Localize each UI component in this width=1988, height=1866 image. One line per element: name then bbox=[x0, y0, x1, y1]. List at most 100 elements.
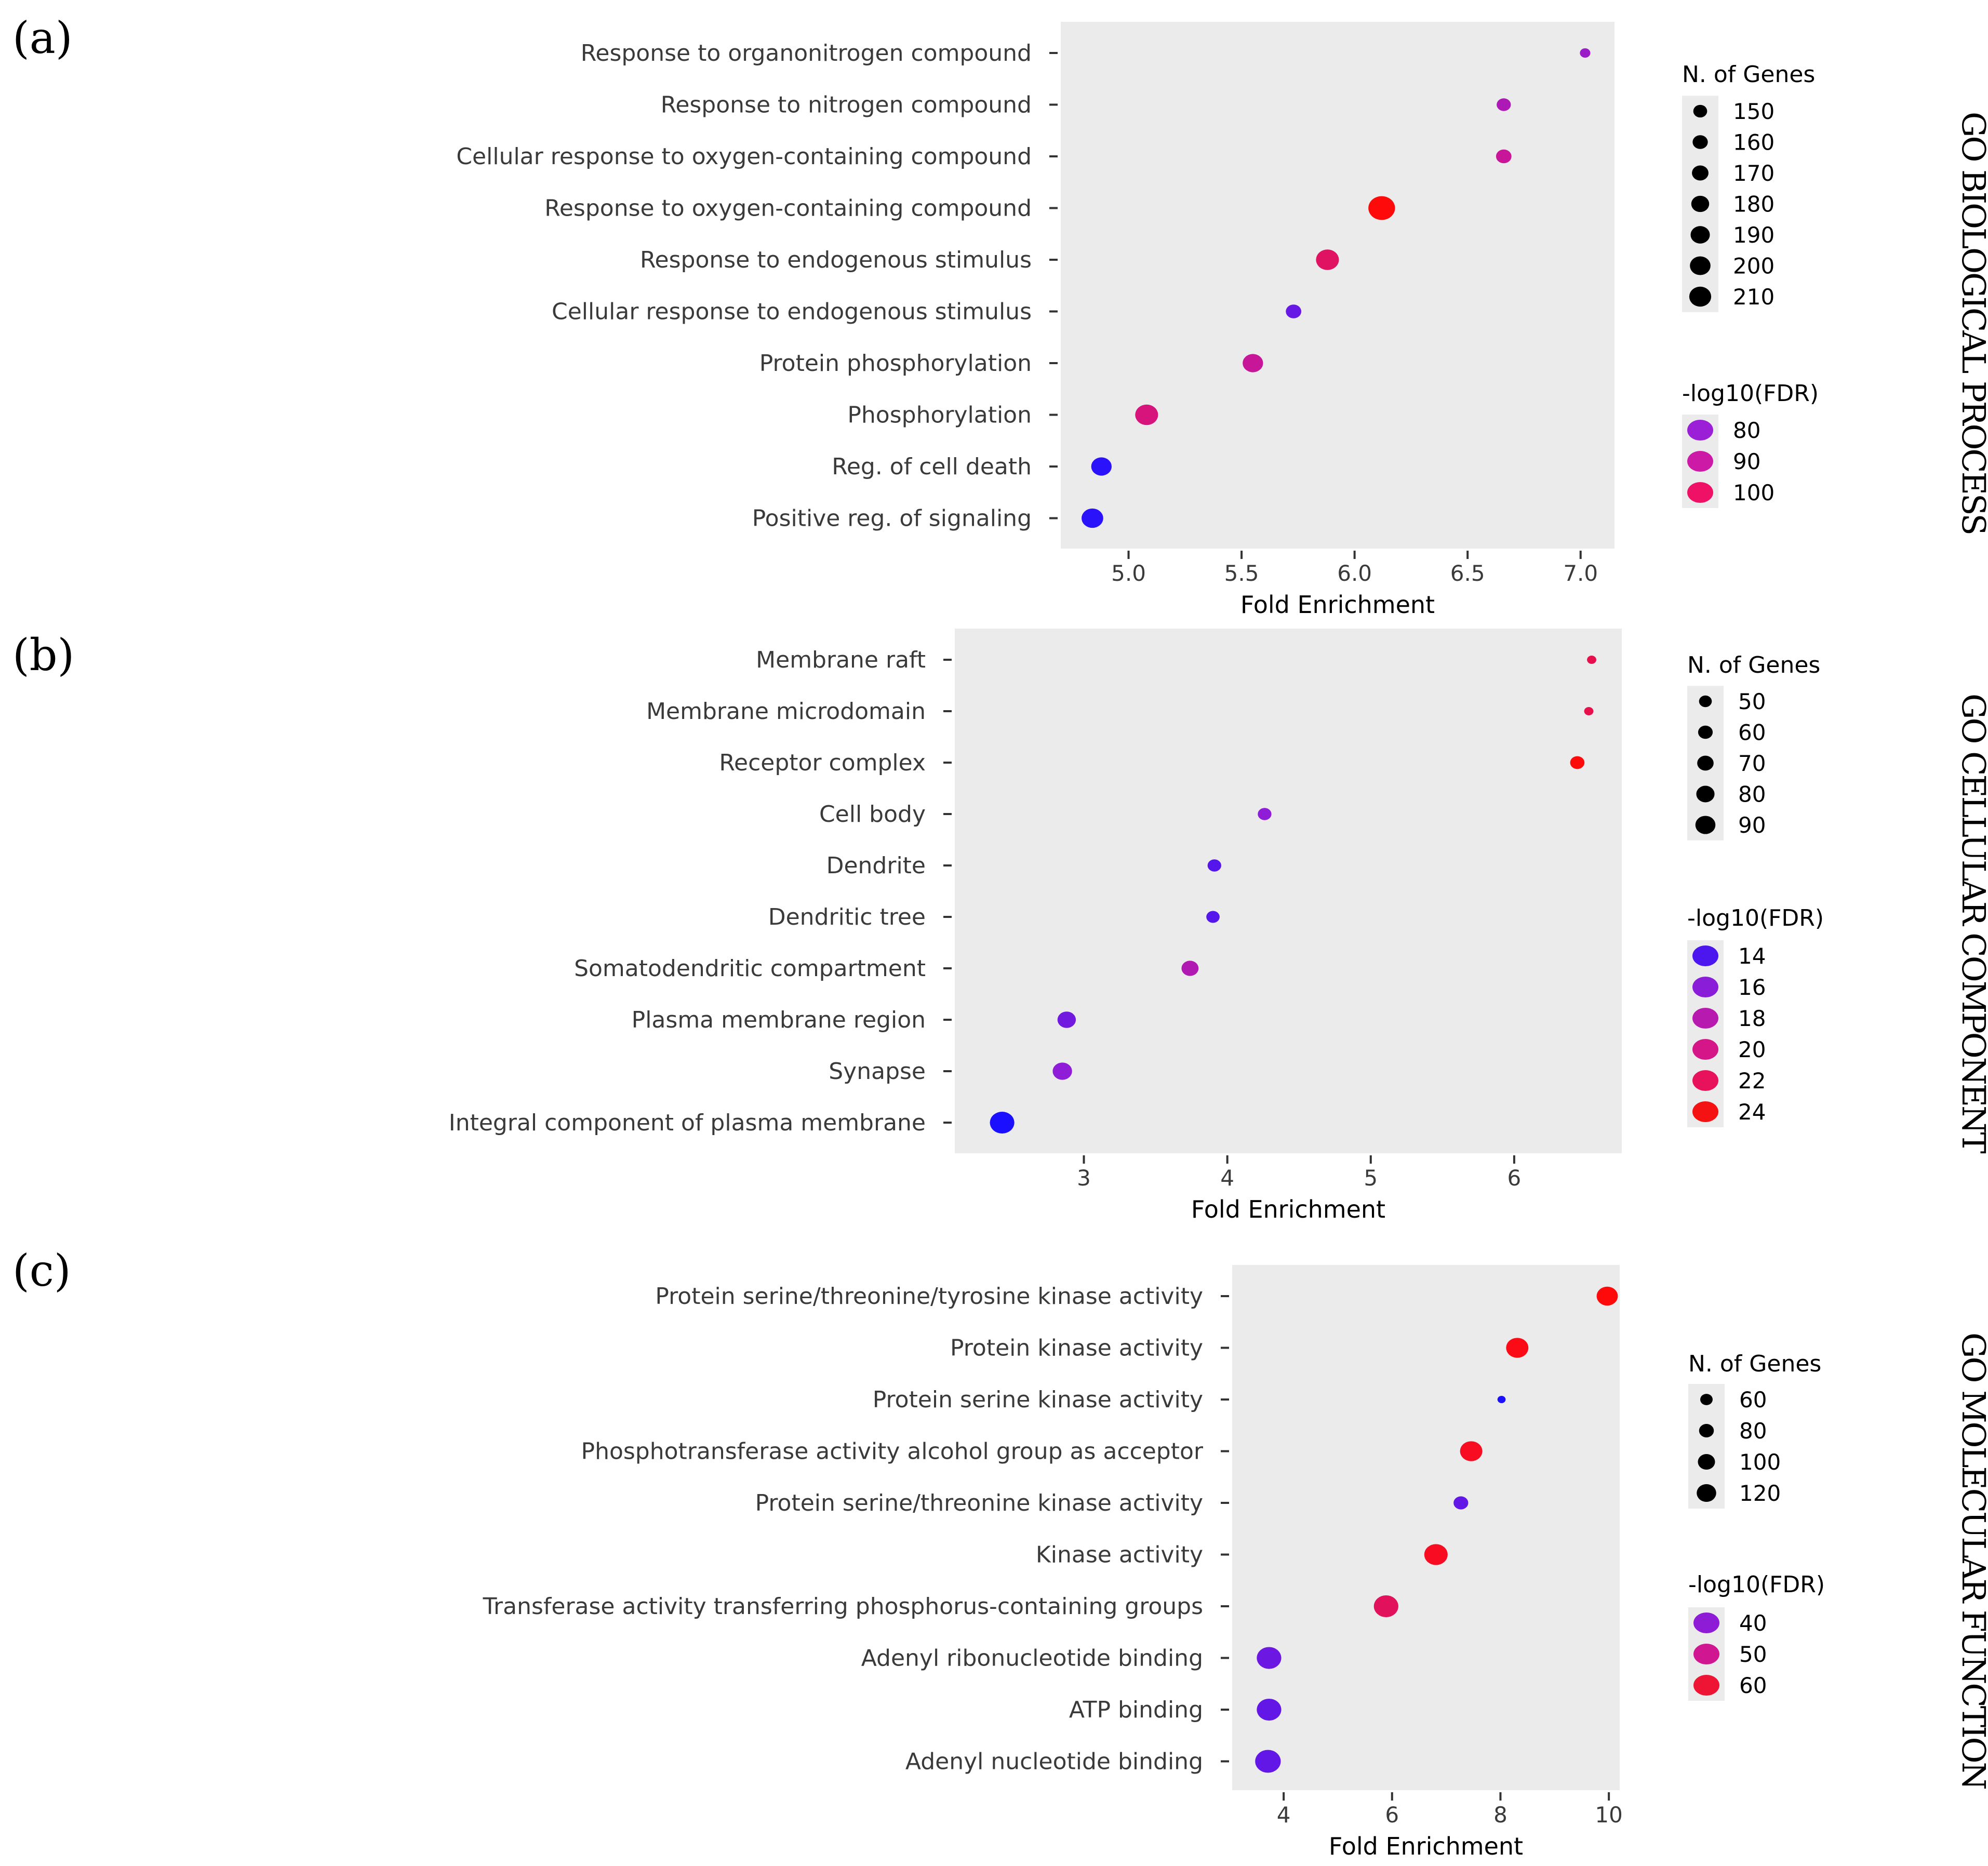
color-legend-label: 100 bbox=[1733, 480, 1774, 505]
size-legend-dot bbox=[1696, 785, 1715, 803]
category-label: Integral component of plasma membrane bbox=[449, 1110, 926, 1136]
category-label: Positive reg. of signaling bbox=[752, 505, 1032, 532]
data-point bbox=[1453, 1496, 1469, 1510]
category-label: Phosphotransferase activity alcohol grou… bbox=[581, 1438, 1204, 1465]
size-legend-dot bbox=[1698, 725, 1713, 739]
color-legend-label: 22 bbox=[1738, 1068, 1766, 1094]
color-legend-dot bbox=[1693, 1612, 1719, 1633]
category-label: Membrane raft bbox=[756, 647, 926, 673]
color-legend-label: 20 bbox=[1738, 1037, 1766, 1062]
data-point bbox=[1082, 508, 1103, 528]
color-legend-keys-bg bbox=[1687, 940, 1724, 1127]
category-label: Synapse bbox=[829, 1058, 926, 1085]
data-point bbox=[1596, 1286, 1618, 1306]
side-title: GO MOLECULAR FUNCTION bbox=[1955, 1332, 1988, 1789]
category-label: ATP binding bbox=[1069, 1697, 1203, 1723]
chart-panel-a: (a) Response to organonitrogen compound Re… bbox=[12, 12, 1988, 619]
category-label: Response to organonitrogen compound bbox=[581, 40, 1032, 66]
data-point bbox=[1506, 1338, 1529, 1358]
category-label: Reg. of cell death bbox=[832, 454, 1032, 480]
chart-panel-c: (c) Protein serine/threonine/tyrosine kin… bbox=[12, 1245, 1988, 1860]
color-legend-dot bbox=[1692, 1070, 1718, 1091]
color-legend-label: 80 bbox=[1733, 418, 1760, 443]
color-legend-title: -log10(FDR) bbox=[1688, 1571, 1825, 1598]
size-legend-label: 100 bbox=[1739, 1449, 1781, 1475]
category-label: Response to oxygen-containing compound bbox=[544, 195, 1032, 222]
category-label: Cellular response to endogenous stimulus bbox=[552, 299, 1032, 325]
color-legend-dot bbox=[1687, 451, 1713, 472]
data-point bbox=[1181, 961, 1199, 976]
size-legend-label: 190 bbox=[1733, 222, 1774, 248]
data-point bbox=[1091, 457, 1112, 476]
color-legend-title: -log10(FDR) bbox=[1682, 380, 1819, 407]
data-point bbox=[1207, 859, 1221, 872]
size-legend-title: N. of Genes bbox=[1687, 652, 1820, 678]
x-tick-label: 8 bbox=[1493, 1802, 1507, 1828]
color-legend-dot bbox=[1692, 1008, 1718, 1029]
category-label: Dendrite bbox=[826, 852, 926, 879]
panel-label: (a) bbox=[12, 12, 73, 63]
data-point bbox=[1052, 1062, 1072, 1080]
data-point bbox=[1257, 1698, 1282, 1721]
size-legend-label: 90 bbox=[1738, 812, 1766, 838]
category-label: Transferase activity transferring phosph… bbox=[483, 1593, 1203, 1620]
category-label: Protein phosphorylation bbox=[759, 350, 1032, 377]
color-legend-label: 16 bbox=[1738, 975, 1766, 1000]
chart-panel-b: (b) Membrane raft Membrane microdomain Rece… bbox=[12, 629, 1988, 1223]
data-point bbox=[1570, 756, 1585, 769]
x-tick-label: 6 bbox=[1385, 1802, 1399, 1828]
size-legend-label: 180 bbox=[1733, 192, 1774, 217]
color-legend-label: 60 bbox=[1739, 1673, 1767, 1698]
size-legend-label: 210 bbox=[1733, 284, 1774, 310]
x-axis-title: Fold Enrichment bbox=[1240, 591, 1435, 619]
color-legend-dot bbox=[1692, 1039, 1718, 1060]
size-legend-dot bbox=[1692, 135, 1708, 149]
panel-label: (c) bbox=[12, 1245, 71, 1296]
size-legend-dot bbox=[1693, 104, 1707, 118]
size-legend-label: 60 bbox=[1739, 1387, 1767, 1412]
x-axis-title: Fold Enrichment bbox=[1191, 1195, 1385, 1223]
color-legend-label: 24 bbox=[1738, 1099, 1766, 1125]
color-legend-dot bbox=[1692, 1101, 1718, 1122]
size-legend-label: 200 bbox=[1733, 254, 1774, 279]
x-tick-label: 5.0 bbox=[1111, 561, 1146, 586]
size-legend-dot bbox=[1689, 286, 1712, 307]
category-label: Dendritic tree bbox=[768, 904, 926, 930]
data-point bbox=[1584, 707, 1594, 715]
category-label: Plasma membrane region bbox=[632, 1007, 926, 1033]
data-point bbox=[1580, 48, 1591, 58]
x-tick-label: 6.0 bbox=[1337, 561, 1372, 586]
size-legend-label: 60 bbox=[1738, 720, 1766, 745]
x-tick-label: 5 bbox=[1364, 1165, 1378, 1191]
size-legend-dot bbox=[1697, 1484, 1716, 1502]
category-label: Protein serine/threonine/tyrosine kinase… bbox=[655, 1283, 1203, 1310]
data-point bbox=[1258, 808, 1272, 820]
size-legend-dot bbox=[1699, 695, 1712, 708]
size-legend-dot bbox=[1692, 165, 1709, 181]
color-legend-label: 14 bbox=[1738, 943, 1766, 969]
size-legend-title: N. of Genes bbox=[1682, 61, 1815, 88]
category-label: Somatodendritic compartment bbox=[574, 955, 926, 982]
size-legend-dot bbox=[1699, 1424, 1714, 1437]
data-point bbox=[1460, 1441, 1483, 1461]
category-label: Response to endogenous stimulus bbox=[640, 247, 1032, 273]
category-label: Adenyl nucleotide binding bbox=[905, 1749, 1203, 1775]
panel-label: (b) bbox=[12, 630, 74, 681]
size-legend-label: 120 bbox=[1739, 1481, 1781, 1506]
x-tick-label: 10 bbox=[1595, 1802, 1622, 1828]
x-tick-label: 3 bbox=[1077, 1165, 1091, 1191]
category-label: Adenyl ribonucleotide binding bbox=[861, 1645, 1203, 1672]
color-legend-dot bbox=[1687, 420, 1713, 441]
x-tick-label: 5.5 bbox=[1224, 561, 1259, 586]
x-tick-label: 4 bbox=[1220, 1165, 1234, 1191]
data-point bbox=[1497, 1396, 1506, 1403]
category-label: Membrane microdomain bbox=[646, 698, 926, 725]
side-title: GO CELLULAR COMPONENT bbox=[1955, 694, 1988, 1153]
data-point bbox=[1206, 911, 1220, 923]
size-legend-title: N. of Genes bbox=[1688, 1351, 1821, 1377]
category-label: Cellular response to oxygen-containing c… bbox=[456, 143, 1032, 170]
x-tick-label: 6 bbox=[1507, 1165, 1522, 1191]
size-legend-dot bbox=[1690, 226, 1710, 244]
size-legend-label: 50 bbox=[1738, 689, 1766, 714]
data-point bbox=[1373, 1595, 1398, 1618]
